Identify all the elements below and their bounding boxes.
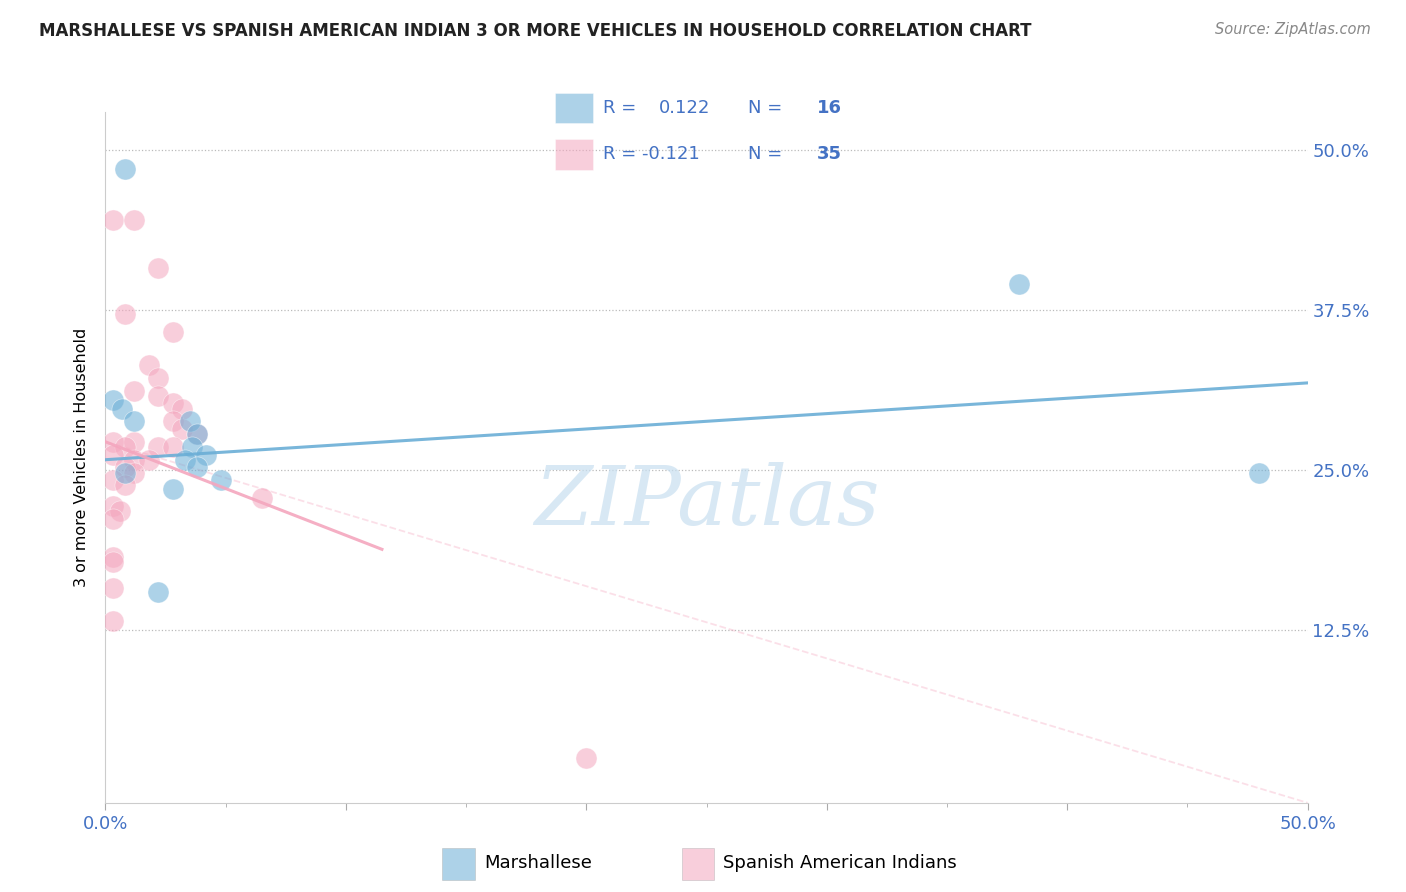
Point (114, 162, 136, 177)
Point (575, 751, 598, 765)
Point (1249, 466, 1271, 480)
Point (195, 448, 218, 462)
Point (162, 325, 184, 339)
Text: Marshallese: Marshallese (484, 854, 592, 872)
Point (138, 358, 160, 372)
Point (124, 434, 146, 449)
Bar (555, 93, 593, 123)
Point (162, 440, 184, 454)
Text: Source: ZipAtlas.com: Source: ZipAtlas.com (1215, 22, 1371, 37)
Point (124, 452, 146, 467)
Point (101, 473, 124, 487)
Point (124, 466, 146, 480)
Point (111, 401, 134, 416)
Text: ZIPatlas: ZIPatlas (534, 462, 879, 542)
Text: Spanish American Indians: Spanish American Indians (723, 854, 956, 872)
Point (1008, 277, 1031, 292)
Point (101, 448, 124, 462)
Point (114, 478, 136, 492)
Point (101, 549, 124, 564)
Point (173, 452, 195, 467)
Point (101, 213, 124, 227)
Y-axis label: 3 or more Vehicles in Household: 3 or more Vehicles in Household (75, 327, 90, 587)
Text: N =: N = (748, 145, 787, 163)
Text: MARSHALLESE VS SPANISH AMERICAN INDIAN 3 OR MORE VEHICLES IN HOUSEHOLD CORRELATI: MARSHALLESE VS SPANISH AMERICAN INDIAN 3… (39, 22, 1032, 40)
Text: N =: N = (748, 99, 787, 117)
Point (114, 460, 136, 475)
Bar (682, 848, 714, 880)
Point (101, 499, 124, 513)
Point (101, 434, 124, 449)
Point (148, 584, 170, 599)
Point (250, 491, 273, 505)
Point (124, 384, 146, 398)
Point (101, 392, 124, 407)
Point (114, 307, 136, 321)
Point (148, 371, 170, 385)
Point (179, 414, 201, 428)
Point (138, 452, 160, 467)
Point (101, 511, 124, 525)
Bar (443, 848, 475, 880)
Text: 35: 35 (817, 145, 842, 163)
Point (162, 482, 184, 496)
Text: R = -0.121: R = -0.121 (603, 145, 700, 163)
Point (148, 389, 170, 403)
Point (209, 473, 232, 487)
Text: 0.122: 0.122 (658, 99, 710, 117)
Point (162, 396, 184, 410)
Point (124, 414, 146, 428)
Point (101, 555, 124, 569)
Point (108, 504, 131, 518)
Point (101, 581, 124, 595)
Point (101, 614, 124, 628)
Text: R =: R = (603, 99, 643, 117)
Point (162, 414, 184, 428)
Bar (555, 139, 593, 169)
Point (186, 427, 208, 442)
Point (186, 427, 208, 442)
Point (172, 401, 194, 416)
Point (124, 213, 146, 227)
Point (148, 440, 170, 454)
Text: 16: 16 (817, 99, 842, 117)
Point (186, 460, 208, 475)
Point (148, 260, 170, 275)
Point (172, 422, 194, 436)
Point (114, 466, 136, 480)
Point (181, 440, 204, 454)
Point (114, 440, 136, 454)
